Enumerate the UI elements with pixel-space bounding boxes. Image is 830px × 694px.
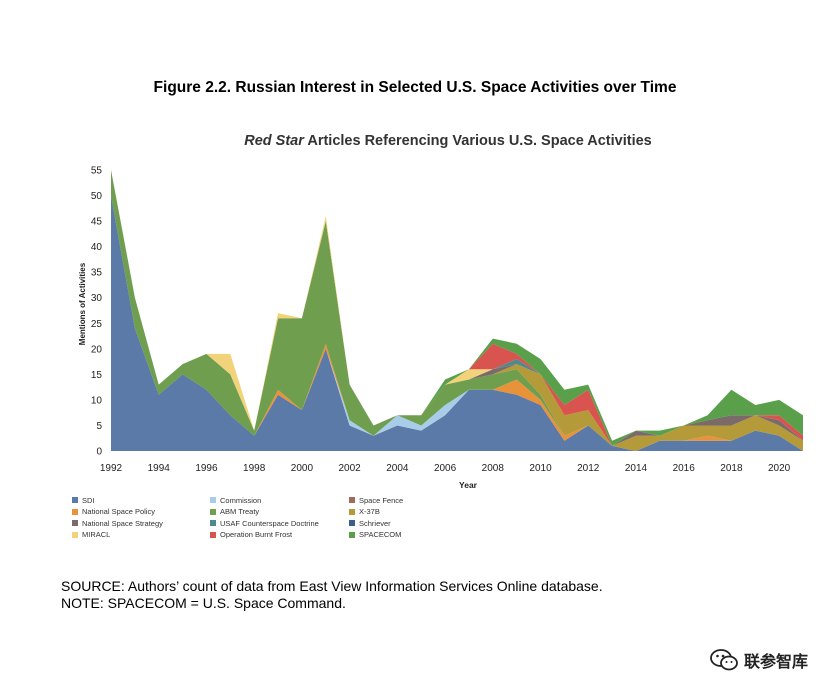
legend-swatch	[72, 520, 78, 527]
legend-label: SDI	[82, 495, 95, 505]
x-tick-label: 2002	[338, 463, 361, 474]
legend-label: MIRACL	[82, 530, 111, 540]
x-tick-label: 2010	[529, 463, 552, 474]
x-tick-label: 2012	[577, 463, 600, 474]
legend-item: Space Fence	[349, 495, 489, 506]
note-line: NOTE: SPACECOM = U.S. Space Command.	[61, 595, 346, 611]
legend-swatch	[349, 531, 355, 538]
legend-swatch	[210, 508, 216, 515]
y-tick-label: 45	[91, 217, 103, 228]
y-tick-label: 40	[91, 242, 103, 253]
x-tick-label: 2004	[386, 463, 409, 474]
x-tick-label: 2006	[434, 463, 457, 474]
figure-title: Figure 2.2. Russian Interest in Selected…	[153, 79, 677, 96]
legend-swatch	[349, 508, 355, 515]
legend-label: Commission	[220, 495, 262, 505]
legend: SDI Commission Space Fence National Space P…	[72, 495, 492, 540]
legend-item: Schriever	[349, 518, 489, 529]
chart-title-italic: Red Star	[244, 133, 305, 149]
x-tick-label: 2014	[625, 463, 648, 474]
legend-label: X-37B	[359, 507, 380, 517]
source-note: SOURCE: Authors’ count of data from East…	[61, 578, 603, 612]
legend-label: USAF Counterspace Doctrine	[220, 518, 319, 528]
y-tick-label: 25	[91, 319, 103, 330]
chart-title-rest: Articles Referencing Various U.S. Space …	[304, 133, 652, 149]
legend-item: SPACECOM	[349, 530, 489, 541]
legend-item: SDI	[72, 495, 210, 506]
y-tick-label: 10	[91, 395, 103, 406]
watermark-text: 联参智库	[743, 654, 808, 671]
x-tick-label: 1994	[148, 463, 171, 474]
legend-item: Commission	[210, 495, 349, 506]
legend-swatch	[72, 497, 78, 504]
legend-item: Operation Burnt Frost	[210, 530, 349, 541]
x-tick-label: 2008	[482, 463, 505, 474]
legend-label: National Space Policy	[82, 507, 155, 517]
legend-item: ABM Treaty	[210, 507, 349, 518]
legend-swatch	[72, 531, 78, 538]
legend-label: Schriever	[359, 518, 391, 528]
legend-label: SPACECOM	[359, 530, 402, 540]
y-tick-label: 5	[96, 421, 102, 432]
area-commission	[111, 195, 803, 451]
y-tick-label: 15	[91, 370, 103, 381]
y-tick-label: 20	[91, 344, 103, 355]
area-chart: Red Star Articles Referencing Various U.…	[78, 133, 803, 490]
x-tick-label: 2018	[720, 463, 743, 474]
area-national-space-strategy	[111, 170, 803, 446]
y-tick-label: 50	[91, 191, 103, 202]
legend-swatch	[210, 520, 216, 527]
legend-item: USAF Counterspace Doctrine	[210, 518, 349, 529]
legend-swatch	[210, 497, 216, 504]
y-tick-label: 0	[96, 447, 102, 458]
area-abm-treaty	[111, 170, 803, 451]
x-tick-label: 2000	[291, 463, 314, 474]
source-line: SOURCE: Authors’ count of data from East…	[61, 578, 603, 594]
legend-item: MIRACL	[72, 530, 210, 541]
x-tick-labels: 1992 1994 1996 1998 2000 2002 2004 2006 2008 2010…	[100, 463, 791, 474]
x-tick-label: 1992	[100, 463, 123, 474]
legend-item: National Space Policy	[72, 507, 210, 518]
legend-item: X-37B	[349, 507, 489, 518]
legend-label: ABM Treaty	[220, 507, 260, 517]
area-series-group	[111, 170, 803, 451]
x-tick-label: 1996	[195, 463, 218, 474]
legend-label: Operation Burnt Frost	[220, 530, 293, 540]
y-tick-label: 35	[91, 268, 103, 279]
area-sdi	[111, 195, 803, 451]
watermark: 联参智库	[710, 648, 808, 672]
x-axis-label: Year	[459, 480, 478, 490]
legend-swatch	[349, 497, 355, 504]
wechat-icon	[710, 649, 738, 671]
x-tick-label: 1998	[243, 463, 266, 474]
legend-label: Space Fence	[359, 495, 404, 505]
legend-item: National Space Strategy	[72, 518, 210, 529]
y-tick-labels: 0 5 10 15 20 25 30 35 40 45 50 55	[91, 166, 103, 458]
legend-swatch	[72, 508, 78, 515]
legend-swatch	[210, 531, 216, 538]
x-tick-label: 2016	[673, 463, 696, 474]
legend-label: National Space Strategy	[82, 518, 163, 528]
y-axis-label: Mentions of Activities	[78, 262, 87, 345]
legend-swatch	[349, 520, 355, 527]
y-tick-label: 55	[91, 166, 103, 177]
chart-title: Red Star Articles Referencing Various U.…	[244, 133, 652, 149]
x-tick-label: 2020	[768, 463, 791, 474]
y-tick-label: 30	[91, 293, 103, 304]
